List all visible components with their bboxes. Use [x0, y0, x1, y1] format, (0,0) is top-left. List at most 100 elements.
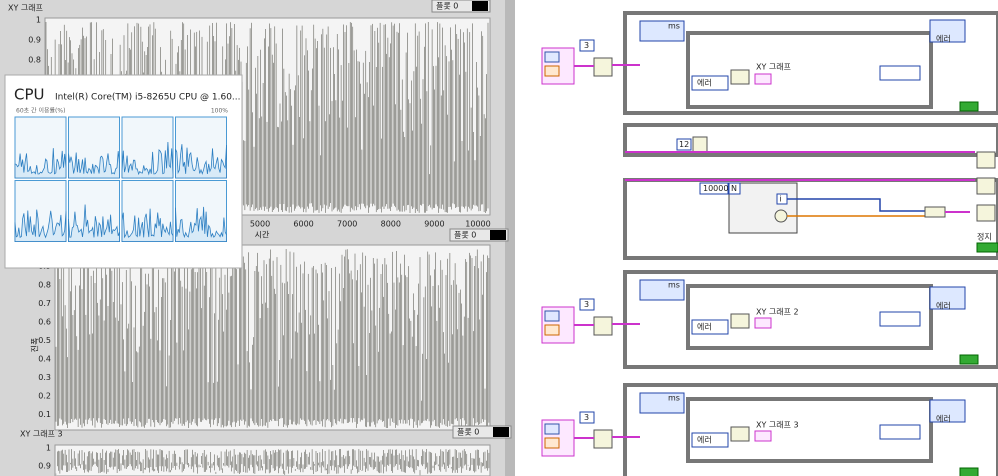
- property-node: [879, 65, 921, 81]
- structure-frame: [623, 11, 998, 115]
- stop-terminal: [959, 354, 979, 365]
- wait-unit: ms: [668, 394, 680, 403]
- y-tick-label: 0.1: [38, 410, 51, 419]
- plot-legend-label: 플롯 0: [436, 2, 458, 11]
- error-indicator: [929, 399, 966, 423]
- y-tick-label: 0.8: [38, 281, 51, 290]
- stop-terminal: [959, 467, 979, 476]
- bundle-node: [593, 429, 613, 449]
- plot-area: [54, 244, 491, 431]
- wire: [787, 198, 925, 212]
- constant-box: [579, 411, 595, 424]
- wait-timer: [639, 20, 685, 42]
- graph-label: XY 그래프 2: [756, 308, 799, 317]
- signal-trace: [55, 449, 490, 476]
- sample-count: 10000: [703, 184, 728, 193]
- graph-indicator: [976, 204, 996, 222]
- y-tick-label: 1: [36, 16, 41, 25]
- loop-count: 3: [584, 41, 589, 50]
- graph-label: XY 그래프 3: [756, 421, 799, 430]
- x-axis-label: 시간: [255, 230, 270, 240]
- numeric: [544, 437, 560, 449]
- core-usage: [175, 144, 227, 179]
- graph-indicator: [976, 151, 996, 169]
- wire: [625, 151, 975, 181]
- bundle-node: [924, 206, 946, 218]
- y-tick-label: 0.8: [28, 56, 41, 65]
- graph-title: XY 그래프 3: [20, 430, 63, 439]
- signal-trace: [55, 249, 490, 428]
- graph-title: XY 그래프: [8, 4, 43, 13]
- n-label: N: [731, 184, 737, 193]
- wait-constant: 12: [679, 140, 689, 149]
- numeric: [544, 65, 560, 77]
- error-cluster: [691, 75, 729, 91]
- iteration-terminal: [776, 193, 788, 205]
- graph-function: [730, 426, 750, 442]
- cpu-caption: 60초 간 이용률(%): [16, 107, 65, 115]
- error-label: 에러: [936, 35, 951, 44]
- error-label: 에러: [697, 323, 712, 332]
- error-label: 에러: [936, 415, 951, 424]
- y-tick-label: 0.6: [38, 318, 51, 327]
- graph-function: [730, 69, 750, 85]
- cpu-max: 100%: [211, 108, 228, 115]
- structure-frame: [686, 31, 933, 109]
- wait-timer: [639, 279, 685, 301]
- stop-label: 정지: [977, 232, 992, 242]
- wait-unit: ms: [668, 22, 680, 31]
- loop-count-terminal: [728, 182, 741, 195]
- i-label: i: [780, 195, 782, 204]
- y-tick-label: 0.5: [38, 336, 51, 345]
- error-indicator: [929, 286, 966, 310]
- error-label: 에러: [697, 79, 712, 88]
- y-tick-label: 0.9: [28, 36, 41, 45]
- error-label: 에러: [936, 302, 951, 311]
- structure-frame: [686, 284, 933, 350]
- graph-indicator: [976, 177, 996, 195]
- x-tick-label: 7000: [337, 220, 357, 229]
- splitter: [505, 0, 515, 476]
- wait-unit: ms: [668, 281, 680, 290]
- x-tick-label: 5000: [250, 220, 270, 229]
- bundle-node: [593, 57, 613, 77]
- core-usage: [121, 141, 174, 179]
- numeric: [544, 423, 560, 435]
- graph-terminal: [754, 317, 772, 329]
- wire: [574, 436, 640, 439]
- graph-function: [730, 313, 750, 329]
- y-tick-label: 0.2: [38, 392, 51, 401]
- plot-area: [54, 444, 491, 476]
- core-usage: [14, 209, 67, 242]
- wire: [574, 323, 640, 326]
- structure-frame: [686, 397, 933, 463]
- error-indicator: [929, 19, 966, 43]
- constant-box: [676, 138, 692, 151]
- error-cluster: [691, 432, 729, 448]
- plot-legend-swatch: [472, 1, 488, 11]
- stop-terminal: [976, 242, 998, 253]
- y-tick-label: 1: [46, 444, 51, 453]
- y-axis-label: 진폭: [30, 338, 40, 353]
- bundle-node: [593, 316, 613, 336]
- x-tick-label: 9000: [424, 220, 444, 229]
- plot-legend-swatch: [493, 427, 509, 437]
- constant-box: [579, 39, 595, 52]
- constant-box: [699, 182, 729, 195]
- wait-function: [692, 136, 708, 153]
- x-tick-label: 8000: [381, 220, 401, 229]
- y-tick-label: 0.7: [38, 299, 51, 308]
- error-label: 에러: [697, 436, 712, 445]
- core-usage: [68, 151, 120, 179]
- core-usage: [68, 204, 120, 242]
- loop-count: 3: [584, 300, 589, 309]
- plot-legend-label: 플롯 0: [457, 428, 479, 437]
- wait-timer: [639, 392, 685, 414]
- x-tick-label: 6000: [293, 220, 313, 229]
- plot-legend-label: 플롯 0: [454, 231, 476, 240]
- stop-terminal: [959, 101, 979, 112]
- core-usage: [175, 206, 227, 242]
- constant-box: [579, 298, 595, 311]
